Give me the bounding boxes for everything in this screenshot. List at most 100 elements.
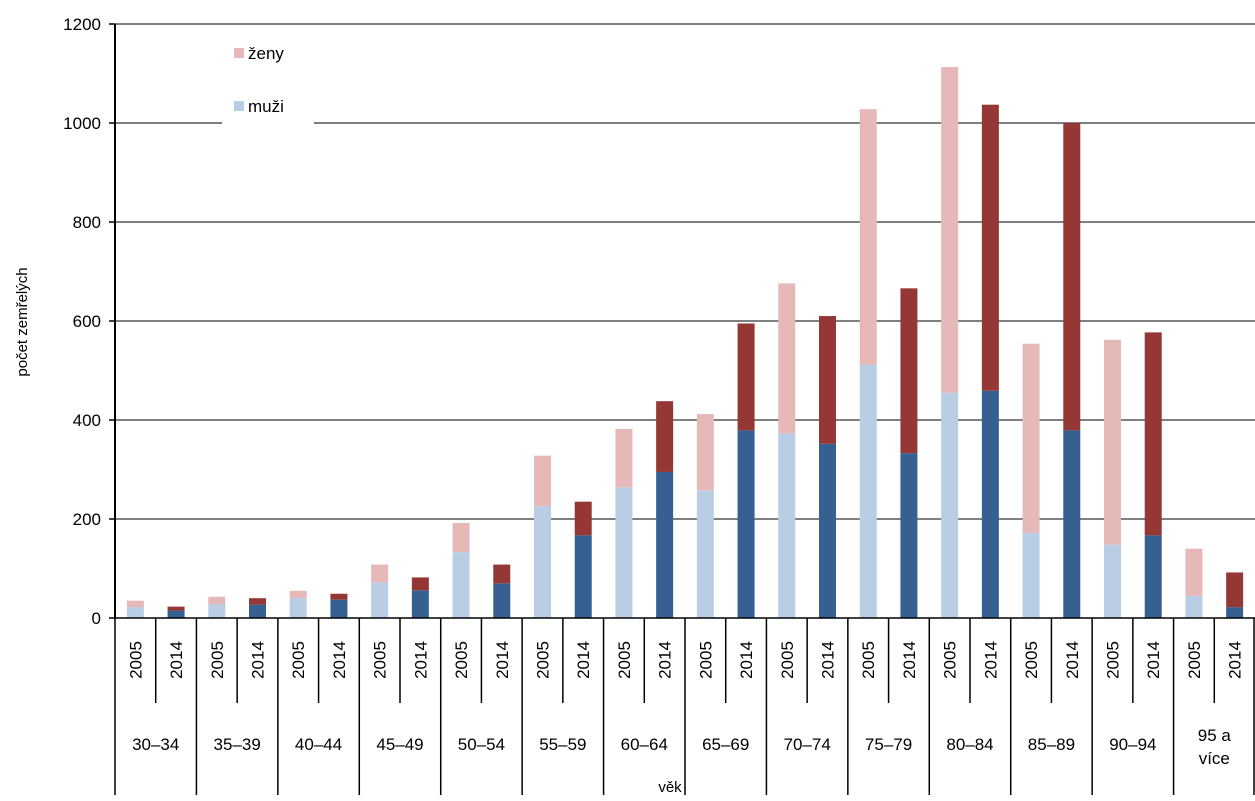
x-group-label: 60–64 <box>621 735 668 754</box>
x-year-label: 2005 <box>615 641 634 679</box>
bar-muzi-2014 <box>249 604 266 618</box>
x-year-label: 2014 <box>411 641 430 679</box>
x-year-label: 2014 <box>900 641 919 679</box>
bar-muzi-2005 <box>778 433 796 618</box>
bar-zeny-2005 <box>289 590 307 599</box>
bar-zeny-2014 <box>981 104 999 391</box>
x-axis-title: věk <box>658 779 682 796</box>
bar-zeny-2005 <box>1022 343 1040 533</box>
bar-zeny-2014 <box>493 564 511 584</box>
bar-zeny-2005 <box>371 564 389 583</box>
x-year-label: 2005 <box>1104 641 1123 679</box>
bar-zeny-2014 <box>737 323 755 431</box>
x-year-label: 2005 <box>859 641 878 679</box>
x-group-label: 50–54 <box>458 735 505 754</box>
legend-label-zeny: ženy <box>248 44 284 63</box>
bar-zeny-2014 <box>330 593 348 600</box>
bar-muzi-2014 <box>981 390 999 618</box>
bar-muzi-2005 <box>452 552 470 618</box>
y-tick-label: 800 <box>73 213 101 232</box>
bar-zeny-2014 <box>167 606 185 611</box>
bar-muzi-2014 <box>737 430 755 618</box>
x-year-label: 2014 <box>1144 641 1163 679</box>
bar-muzi-2005 <box>289 598 307 618</box>
bar-muzi-2005 <box>696 490 714 618</box>
bar-muzi-2014 <box>411 590 429 618</box>
x-year-label: 2014 <box>1226 641 1245 679</box>
bar-muzi-2005 <box>1022 532 1040 618</box>
legend-label-muzi: muži <box>248 97 284 116</box>
bar-muzi-2014 <box>574 535 592 618</box>
bar-muzi-2005 <box>208 604 226 618</box>
x-year-label: 2005 <box>696 641 715 679</box>
bar-zeny-2005 <box>534 455 551 507</box>
bar-muzi-2005 <box>534 506 551 618</box>
bar-zeny-2005 <box>778 283 796 434</box>
bar-zeny-2005 <box>126 600 144 608</box>
bar-muzi-2014 <box>900 453 918 618</box>
x-group-label: 40–44 <box>295 735 342 754</box>
x-year-label: 2014 <box>167 641 186 679</box>
bar-zeny-2005 <box>941 67 959 393</box>
x-tick-labels: 2005 2014 30–34 2005 2014 35–39 2005 2014 40–44 2… <box>126 641 1244 768</box>
x-year-label: 2005 <box>289 641 308 679</box>
x-year-label: 2014 <box>493 641 512 679</box>
x-group-label: 30–34 <box>132 735 179 754</box>
x-year-label: 2014 <box>981 641 1000 679</box>
bar-muzi-2005 <box>1104 544 1121 618</box>
x-year-label: 2005 <box>126 641 145 679</box>
x-group-label: 80–84 <box>946 735 993 754</box>
bar-muzi-2005 <box>859 364 877 618</box>
bar-zeny-2014 <box>819 316 836 444</box>
bar-zeny-2014 <box>900 288 918 454</box>
y-tick-label: 1000 <box>63 114 101 133</box>
x-group-label: 95 a <box>1198 726 1232 745</box>
bar-muzi-2014 <box>656 471 674 618</box>
x-group-label: 55–59 <box>539 735 586 754</box>
bar-zeny-2005 <box>615 428 633 488</box>
axes <box>114 24 1255 795</box>
bar-muzi-2005 <box>615 487 633 618</box>
bar-zeny-2005 <box>1104 339 1121 545</box>
bar-muzi-2014 <box>167 610 185 618</box>
bar-muzi-2014 <box>1144 535 1162 618</box>
y-tick-label: 400 <box>73 411 101 430</box>
x-year-label: 2005 <box>941 641 960 679</box>
y-axis-title: počet zemřelých <box>14 267 31 376</box>
x-group-label: 70–74 <box>784 735 831 754</box>
bar-zeny-2005 <box>208 596 226 605</box>
bar-muzi-2014 <box>1063 430 1081 618</box>
x-year-label: 2005 <box>1185 641 1204 679</box>
bar-zeny-2005 <box>1185 548 1203 596</box>
bar-zeny-2014 <box>411 577 429 591</box>
legend-swatch-muzi <box>234 101 244 111</box>
x-year-label: 2014 <box>249 641 268 679</box>
bar-muzi-2005 <box>126 607 144 618</box>
x-group-label: více <box>1199 749 1230 768</box>
x-group-label: 75–79 <box>865 735 912 754</box>
bar-muzi-2014 <box>330 599 348 618</box>
x-year-label: 2005 <box>208 641 227 679</box>
x-year-label: 2014 <box>656 641 675 679</box>
x-group-label: 65–69 <box>702 735 749 754</box>
y-tick-label: 200 <box>73 510 101 529</box>
bar-zeny-2014 <box>656 401 674 472</box>
x-year-label: 2005 <box>534 641 553 679</box>
x-year-label: 2014 <box>819 641 838 679</box>
x-year-label: 2014 <box>574 641 593 679</box>
y-tick-label: 0 <box>92 609 101 628</box>
bar-muzi-2005 <box>941 392 959 618</box>
legend: ženy muži <box>222 40 314 126</box>
x-group-label: 85–89 <box>1028 735 1075 754</box>
bar-zeny-2005 <box>452 522 470 553</box>
x-year-label: 2005 <box>452 641 471 679</box>
x-year-label: 2005 <box>371 641 390 679</box>
bar-zeny-2014 <box>1226 572 1244 608</box>
bar-muzi-2014 <box>493 583 511 618</box>
x-year-label: 2014 <box>330 641 349 679</box>
x-year-label: 2014 <box>1063 641 1082 679</box>
x-year-label: 2005 <box>1022 641 1041 679</box>
bar-zeny-2014 <box>574 501 592 536</box>
bar-zeny-2014 <box>1063 123 1081 431</box>
